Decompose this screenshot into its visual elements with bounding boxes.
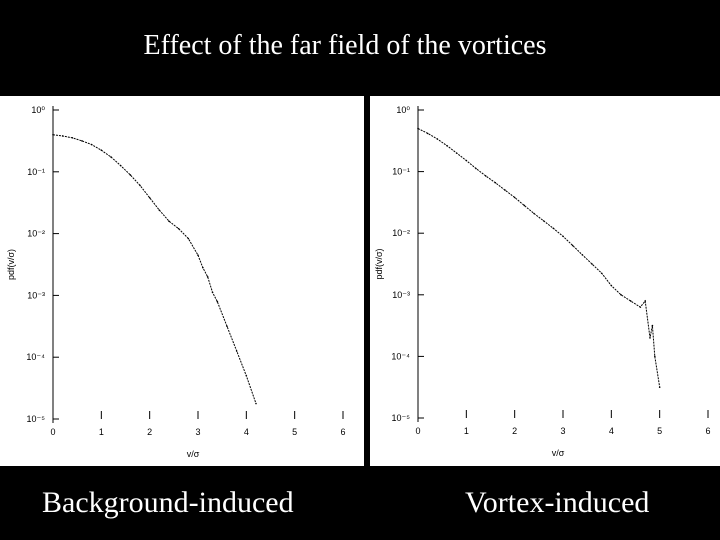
data-point	[639, 306, 642, 308]
x-tick-label: 1	[99, 427, 104, 437]
x-tick-label: 4	[244, 427, 249, 437]
data-point	[71, 137, 74, 139]
data-point	[202, 266, 204, 269]
y-axis-label: pdf(v/σ)	[6, 249, 16, 280]
x-tick-label: 5	[292, 427, 297, 437]
series-line	[417, 128, 661, 388]
chart-vortex-induced: 10⁰ 10⁻¹ 10⁻² 10⁻³ 10⁻⁴ 10⁻⁵ 0 1 2 3 4 5 6 v/σ pdf(v/σ…	[374, 105, 711, 458]
data-point	[620, 294, 622, 296]
data-point	[629, 300, 632, 302]
data-point	[168, 220, 170, 223]
data-point	[129, 174, 132, 176]
x-axis-label: v/σ	[552, 448, 565, 458]
data-point	[206, 276, 209, 278]
data-point	[148, 196, 151, 199]
data-point	[446, 144, 448, 147]
data-point	[226, 325, 228, 328]
data-point	[484, 175, 487, 177]
data-point	[197, 254, 199, 257]
y-tick-label: 10⁰	[396, 105, 410, 115]
x-tick-label: 2	[147, 427, 152, 437]
data-point	[581, 253, 584, 256]
data-point	[255, 402, 257, 405]
data-point	[523, 204, 526, 207]
data-point	[494, 181, 497, 184]
x-tick-label: 4	[609, 426, 614, 436]
caption-background-induced: Background-induced	[42, 486, 294, 519]
chart-panel-background-induced: 10⁰ 10⁻¹ 10⁻² 10⁻³ 10⁻⁴ 10⁻⁵ 0 1 2 3 4 5 6 v/σ pdf(v/σ…	[0, 96, 364, 466]
data-point	[100, 149, 103, 151]
data-point	[562, 235, 564, 238]
data-point	[187, 237, 190, 240]
data-point	[110, 156, 112, 158]
data-point	[119, 164, 122, 167]
data-point	[649, 337, 651, 339]
data-point	[158, 209, 161, 211]
data-point	[245, 374, 248, 377]
data-point	[552, 227, 555, 230]
y-tick-label: 10⁻²	[27, 229, 45, 239]
data-point	[610, 284, 613, 287]
data-point	[139, 184, 141, 187]
data-point	[235, 350, 238, 352]
x-tick-label: 1	[464, 426, 469, 436]
y-tick-label: 10⁰	[31, 105, 45, 115]
data-point	[52, 133, 54, 136]
data-point	[465, 159, 468, 162]
y-tick-label: 10⁻³	[392, 290, 410, 300]
x-tick-label: 0	[415, 426, 420, 436]
data-point	[651, 324, 654, 327]
data-point	[61, 135, 64, 137]
caption-vortex-induced: Vortex-induced	[465, 486, 650, 519]
data-point	[81, 140, 83, 142]
y-tick-label: 10⁻³	[27, 290, 45, 300]
x-tick-label: 3	[560, 426, 565, 436]
x-tick-label: 5	[657, 426, 662, 436]
data-point	[417, 127, 419, 130]
y-tick-label: 10⁻⁵	[392, 413, 411, 423]
y-tick-label: 10⁻¹	[27, 167, 45, 177]
data-point	[533, 212, 535, 215]
data-point	[513, 196, 516, 199]
x-tick-label: 6	[340, 427, 345, 437]
data-point	[542, 220, 545, 222]
data-point	[211, 291, 214, 294]
y-axis-label: pdf(v/σ)	[374, 248, 384, 279]
data-point	[455, 152, 458, 154]
x-tick-label: 0	[50, 427, 55, 437]
data-point	[644, 300, 646, 302]
data-point	[216, 300, 219, 303]
data-point	[475, 167, 477, 170]
x-tick-label: 2	[512, 426, 517, 436]
chart-background-induced: 10⁰ 10⁻¹ 10⁻² 10⁻³ 10⁻⁴ 10⁻⁵ 0 1 2 3 4 5 6 v/σ pdf(v/σ…	[6, 105, 346, 459]
y-tick-label: 10⁻⁴	[391, 351, 410, 361]
data-point	[600, 272, 603, 275]
data-point	[658, 386, 661, 389]
data-point	[654, 355, 656, 358]
x-tick-label: 6	[705, 426, 710, 436]
data-point	[504, 189, 506, 191]
data-point	[591, 263, 593, 265]
y-tick-label: 10⁻⁵	[27, 414, 46, 424]
x-tick-label: 3	[195, 427, 200, 437]
data-point	[90, 143, 93, 146]
y-tick-label: 10⁻¹	[392, 167, 410, 177]
data-point	[436, 138, 439, 140]
chart-panel-vortex-induced: 10⁰ 10⁻¹ 10⁻² 10⁻³ 10⁻⁴ 10⁻⁵ 0 1 2 3 4 5 6 v/σ pdf(v/σ…	[370, 96, 720, 466]
x-axis-label: v/σ	[187, 449, 200, 459]
y-tick-label: 10⁻²	[392, 228, 410, 238]
series-line	[52, 134, 257, 404]
data-point	[571, 244, 574, 247]
data-point	[177, 227, 180, 230]
data-point	[426, 132, 429, 135]
y-tick-label: 10⁻⁴	[26, 352, 45, 362]
slide-title: Effect of the far field of the vortices	[143, 30, 547, 61]
